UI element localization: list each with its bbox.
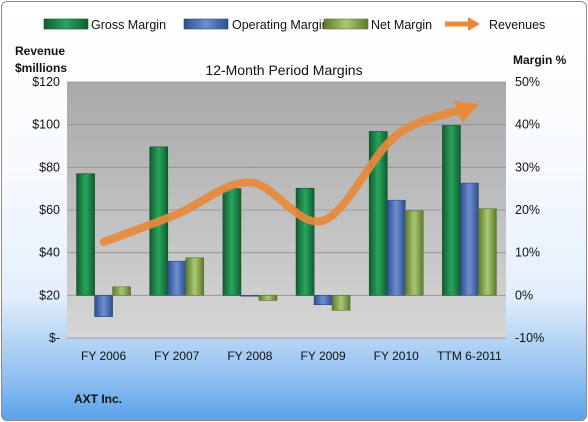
bar-net-margin	[331, 295, 351, 311]
revenue-line-path	[99, 103, 474, 246]
right-tick-label: 50%	[515, 75, 540, 89]
category-labels: FY 2006 FY 2007 FY 2008 FY 2009 FY 2010 TTM 6…	[81, 349, 502, 363]
category-label: FY 2010	[374, 349, 419, 363]
right-axis-ticks: -10% 0% 10% 20% 30% 40% 50%	[515, 75, 544, 345]
category-label: FY 2009	[301, 349, 346, 363]
left-tick-label: $120	[32, 75, 60, 89]
legend-revenues: Revenues	[489, 18, 545, 32]
legend-swatch-operating-margin	[183, 18, 229, 30]
legend-operating-margin: Operating Margin	[232, 18, 329, 32]
left-tick-label: $20	[39, 288, 60, 302]
right-tick-label: 40%	[515, 118, 540, 132]
bar-gross-margin	[295, 187, 315, 296]
right-tick-label: 0%	[515, 288, 533, 302]
bar-net-margin	[112, 286, 131, 296]
revenue-arrowhead	[453, 100, 479, 124]
left-axis-title-line2: $millions	[15, 61, 67, 75]
category-label: TTM 6-2011	[437, 349, 502, 363]
revenue-line	[99, 100, 479, 246]
right-tick-label: 20%	[515, 203, 540, 217]
bar-operating-margin	[313, 295, 333, 306]
bar-net-margin	[258, 295, 278, 301]
right-axis-title: Margin %	[513, 53, 567, 67]
left-axis-title-line1: Revenue	[15, 44, 65, 58]
bar-operating-margin	[460, 182, 479, 296]
bar-operating-margin	[386, 199, 406, 296]
category-label: FY 2006	[81, 349, 126, 363]
bar-operating-margin	[167, 260, 187, 296]
legend: Gross Margin Operating Margin Net Margin…	[43, 17, 545, 32]
legend-swatch-revenues	[445, 17, 480, 31]
bar-operating-margin	[240, 295, 260, 297]
left-tick-label: $60	[39, 203, 60, 217]
bar-operating-margin	[94, 295, 113, 317]
gridlines	[67, 81, 506, 339]
left-axis-ticks: $- $20 $40 $60 $80 $100 $120	[32, 75, 60, 345]
left-tick-label: $-	[49, 331, 60, 345]
bar-gross-margin	[222, 188, 242, 296]
right-tick-label: 10%	[515, 246, 540, 260]
company-name: AXT Inc.	[74, 392, 122, 406]
bar-net-margin	[478, 208, 497, 296]
right-tick-label: 30%	[515, 160, 540, 174]
left-tick-label: $80	[39, 160, 60, 174]
legend-net-margin: Net Margin	[371, 18, 432, 32]
legend-swatch-net-margin	[323, 18, 369, 30]
chart-title: 12-Month Period Margins	[205, 62, 362, 78]
category-label: FY 2007	[154, 349, 199, 363]
bar-gross-margin	[76, 173, 95, 296]
bar-net-margin	[404, 210, 424, 296]
legend-swatch-gross-margin	[43, 18, 89, 30]
left-tick-label: $40	[39, 246, 60, 260]
bar-gross-margin	[442, 125, 461, 296]
left-tick-label: $100	[32, 118, 60, 132]
legend-gross-margin: Gross Margin	[91, 18, 166, 32]
bars	[76, 125, 497, 317]
bar-net-margin	[185, 257, 205, 296]
category-label: FY 2008	[227, 349, 272, 363]
right-tick-label: -10%	[515, 331, 544, 345]
